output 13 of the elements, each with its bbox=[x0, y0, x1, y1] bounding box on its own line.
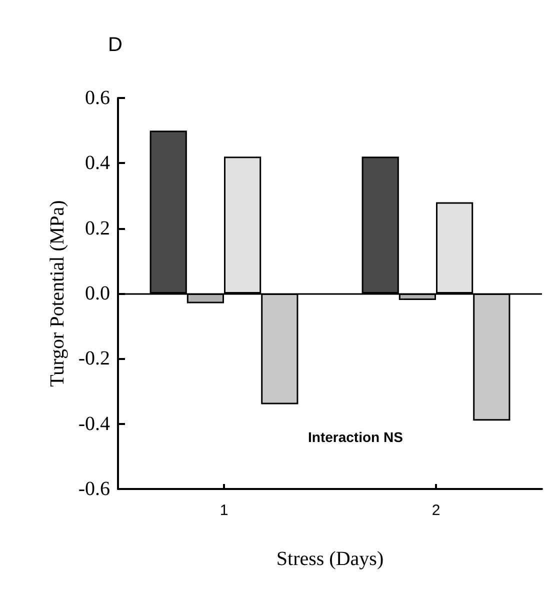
x-axis-title: Stress (Days) bbox=[276, 548, 384, 570]
y-tick-label: 0.2 bbox=[85, 217, 110, 240]
y-tick-label: 0.4 bbox=[85, 152, 110, 174]
chart-title: D bbox=[108, 34, 122, 56]
y-tick-label: 0.6 bbox=[85, 87, 110, 109]
y-tick-label: -0.2 bbox=[78, 348, 110, 370]
x-tick-label: 1 bbox=[220, 502, 228, 519]
y-tick-label: 0.0 bbox=[85, 282, 110, 304]
y-tick-label: -0.4 bbox=[78, 412, 110, 435]
y-axis-title: Turgor Potential (MPa) bbox=[46, 200, 68, 387]
x-tick-label: 2 bbox=[432, 502, 440, 519]
y-tick-label: -0.6 bbox=[78, 478, 110, 500]
annotation: Interaction NS bbox=[308, 429, 403, 445]
